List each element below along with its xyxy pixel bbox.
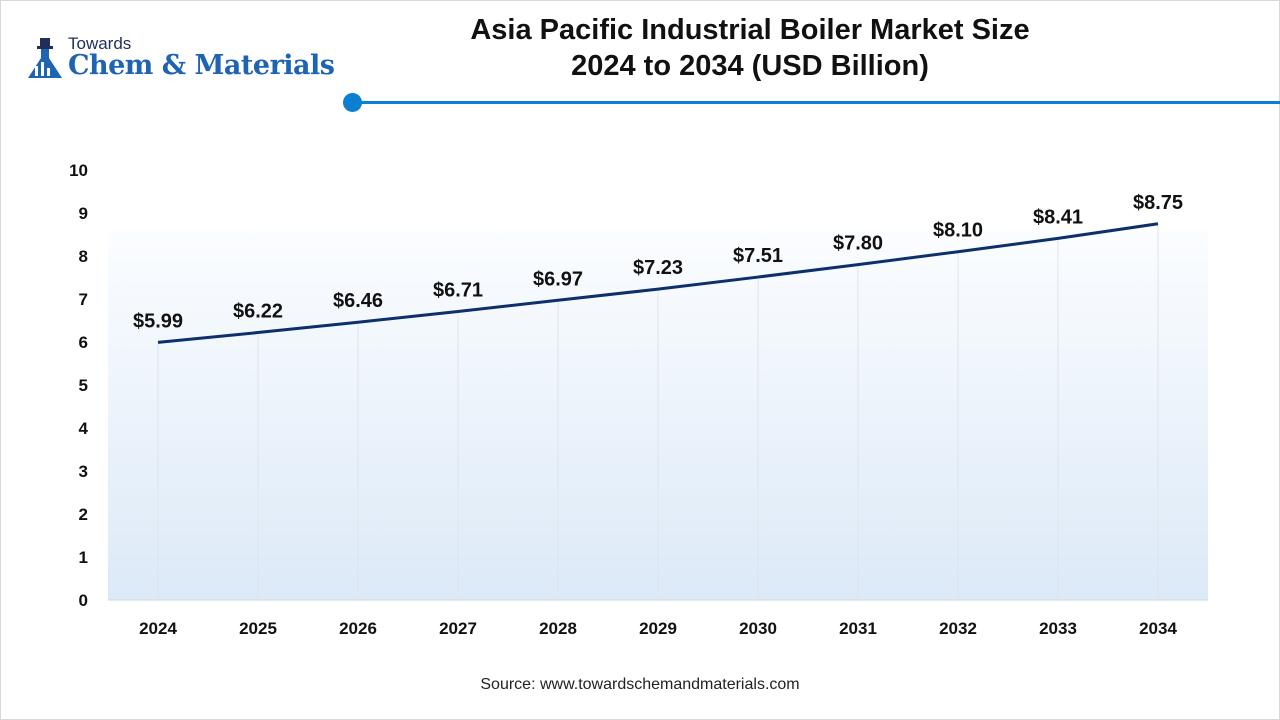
x-tick-label: 2024 [139,619,177,638]
x-tick-label: 2026 [339,619,377,638]
title-line-2: 2024 to 2034 (USD Billion) [571,50,929,82]
brand-main-text: Chem & Materials [68,50,335,81]
x-tick-label: 2031 [839,619,877,638]
y-tick-label: 10 [69,161,88,180]
y-tick-label: 1 [79,548,88,567]
data-label: $8.41 [1033,206,1083,228]
data-label: $6.46 [333,290,383,312]
y-tick-label: 5 [79,376,88,395]
y-tick-label: 0 [79,591,88,610]
y-tick-label: 3 [79,462,88,481]
brand-top-text: Towards [68,34,132,53]
data-label: $7.80 [833,233,883,255]
y-tick-label: 9 [79,204,88,223]
x-tick-label: 2029 [639,619,677,638]
chart-title: Asia Pacific Industrial Boiler Market Si… [470,12,1030,84]
y-tick-label: 7 [79,290,88,309]
flask-icon [28,38,62,78]
data-label: $7.23 [633,257,683,279]
y-tick-label: 8 [79,247,88,266]
data-label: $8.10 [933,220,983,242]
data-label: $7.51 [733,245,783,267]
data-label: $6.22 [233,301,283,323]
x-tick-label: 2028 [539,619,577,638]
source-note: Source: www.towardschemandmaterials.com [480,676,800,693]
brand-logo: Towards Chem & Materials [22,34,342,86]
accent-line [352,101,1280,104]
data-label: $5.99 [133,310,183,332]
x-tick-label: 2027 [439,619,477,638]
y-tick-label: 4 [79,419,89,438]
y-tick-label: 6 [79,333,88,352]
x-tick-label: 2025 [239,619,277,638]
x-tick-label: 2032 [939,619,977,638]
series-line [157,222,1159,344]
x-tick-label: 2033 [1039,619,1077,638]
x-tick-label: 2030 [739,619,777,638]
y-tick-label: 2 [79,505,88,524]
data-label: $6.71 [433,279,483,301]
title-line-1: Asia Pacific Industrial Boiler Market Si… [470,14,1030,46]
data-label: $8.75 [1133,192,1183,214]
data-label: $6.97 [533,268,583,290]
x-tick-label: 2034 [1139,619,1177,638]
accent-dot [343,93,362,112]
